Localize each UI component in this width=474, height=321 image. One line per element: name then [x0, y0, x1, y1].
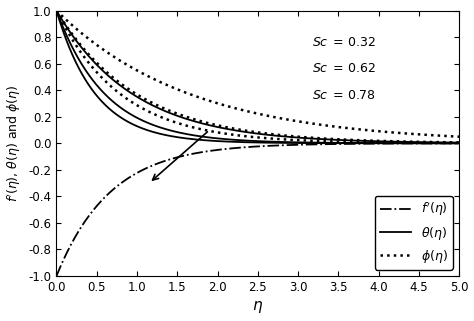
Text: $Sc\,$ = 0.78: $Sc\,$ = 0.78 — [312, 89, 375, 102]
Legend: $f'(\eta)$, $\theta(\eta)$, $\phi(\eta)$: $f'(\eta)$, $\theta(\eta)$, $\phi(\eta)$ — [375, 196, 453, 270]
X-axis label: $\eta$: $\eta$ — [252, 299, 264, 316]
Y-axis label: $f'(\eta)$, $\theta(\eta)$ and $\phi(\eta)$: $f'(\eta)$, $\theta(\eta)$ and $\phi(\et… — [6, 85, 23, 202]
Text: $Sc\,$ = 0.32: $Sc\,$ = 0.32 — [312, 36, 376, 49]
Text: $Sc\,$ = 0.62: $Sc\,$ = 0.62 — [312, 63, 376, 75]
